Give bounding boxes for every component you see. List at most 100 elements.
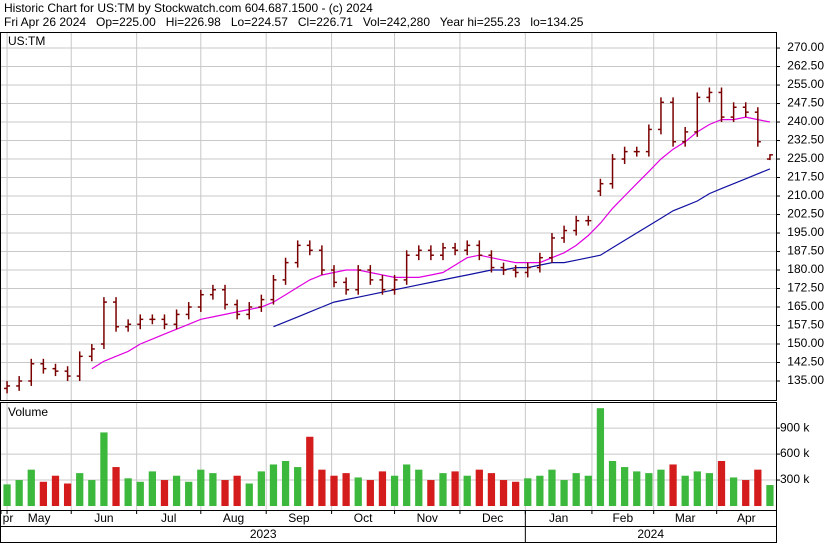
volume-bar — [378, 471, 387, 507]
y-tick-label: 232.50 — [787, 133, 824, 147]
chart-subtitle: Fri Apr 26 2024 Op=225.00 Hi=226.98 Lo=2… — [4, 15, 584, 29]
volume-bar — [645, 473, 653, 507]
volume-bar — [524, 478, 532, 507]
y-tick-label: 157.50 — [787, 318, 824, 332]
volume-bar — [621, 467, 629, 507]
volume-bar — [633, 471, 641, 507]
volume-bar — [245, 483, 253, 507]
volume-bar — [427, 480, 435, 507]
symbol-label: US:TM — [8, 34, 45, 48]
volume-bar — [584, 475, 592, 507]
volume-bar — [3, 484, 11, 507]
y-tick-label: 217.50 — [787, 170, 824, 184]
volume-bar — [76, 473, 84, 507]
volume-bar — [136, 481, 144, 507]
volume-bar — [209, 473, 217, 507]
y-tick-label: 202.50 — [787, 207, 824, 221]
year-label: 2023 — [250, 527, 277, 541]
volume-bar — [27, 469, 35, 507]
volume-bar — [572, 473, 580, 507]
volume-bar — [366, 480, 374, 507]
volume-bar — [354, 477, 362, 507]
volume-bar — [463, 475, 471, 507]
volume-bar — [608, 461, 617, 507]
volume-tick-label: 600 k — [780, 446, 810, 460]
volume-bar — [548, 469, 556, 507]
volume-title: Volume — [8, 405, 48, 419]
y-tick-label: 187.50 — [787, 244, 824, 258]
volume-bar — [681, 475, 689, 507]
volume-bar — [390, 475, 399, 507]
x-tick-label: Jan — [549, 511, 568, 525]
volume-bar — [15, 480, 23, 507]
volume-bar — [185, 481, 193, 507]
volume-bar — [536, 475, 544, 507]
volume-bar — [112, 467, 120, 507]
volume-bar — [596, 408, 605, 507]
volume-bar — [233, 475, 241, 507]
volume-tick-label: 900 k — [780, 420, 810, 434]
volume-bar — [100, 432, 108, 507]
volume-bar — [729, 477, 738, 507]
volume-bar — [51, 475, 60, 507]
y-tick-label: 247.50 — [787, 96, 824, 110]
y-tick-label: 135.00 — [787, 373, 824, 387]
volume-tick-label: 300 k — [780, 472, 810, 486]
moving-average-line — [273, 168, 771, 328]
y-tick-label: 255.00 — [787, 77, 824, 91]
x-tick-label: Mar — [675, 511, 696, 525]
x-tick-label: Feb — [612, 511, 633, 525]
y-tick-label: 172.50 — [787, 281, 824, 295]
volume-bar — [669, 464, 677, 507]
volume-bar — [257, 471, 265, 507]
x-tick-label: Oct — [354, 511, 373, 525]
x-tick-label: Jul — [161, 511, 176, 525]
volume-bar — [415, 469, 423, 507]
volume-bar — [560, 480, 568, 507]
volume-bar — [306, 436, 314, 507]
y-tick-label: 270.00 — [787, 40, 824, 54]
y-tick-label: 195.00 — [787, 225, 824, 239]
volume-bar — [330, 475, 338, 507]
x-tick-label: Nov — [417, 511, 438, 525]
volume-bar — [487, 473, 496, 507]
x-tick-label: May — [28, 511, 51, 525]
volume-bar — [39, 481, 48, 507]
y-tick-label: 165.00 — [787, 299, 824, 313]
volume-bar — [269, 464, 278, 507]
volume-bar — [742, 480, 750, 507]
volume-bar — [717, 461, 726, 507]
y-tick-label: 142.50 — [787, 355, 824, 369]
x-tick-label: Apr — [737, 511, 756, 525]
volume-bar — [318, 469, 326, 507]
volume-bar — [197, 469, 205, 507]
x-tick-label: Sep — [288, 511, 310, 525]
volume-bar — [499, 480, 508, 507]
volume-bar — [172, 475, 181, 507]
volume-bar — [693, 471, 701, 507]
chart-title: Historic Chart for US:TM by Stockwatch.c… — [4, 1, 373, 15]
volume-bar — [342, 473, 350, 507]
x-tick-label: Dec — [482, 511, 503, 525]
volume-bar — [221, 480, 229, 507]
y-tick-label: 225.00 — [787, 151, 824, 165]
volume-bar — [148, 471, 156, 507]
volume-bar — [281, 461, 290, 507]
volume-bar — [403, 464, 411, 507]
volume-bar — [705, 473, 714, 507]
moving-average-line — [91, 116, 771, 370]
volume-bar — [657, 469, 665, 507]
year-label: 2024 — [637, 527, 664, 541]
volume-bar — [294, 467, 302, 507]
y-tick-label: 150.00 — [787, 336, 824, 350]
y-tick-label: 180.00 — [787, 262, 824, 276]
volume-bar — [451, 471, 459, 507]
y-tick-label: 210.00 — [787, 188, 824, 202]
volume-bar — [124, 478, 132, 507]
y-tick-label: 240.00 — [787, 114, 824, 128]
volume-bar — [766, 485, 774, 507]
volume-bar — [439, 473, 447, 507]
